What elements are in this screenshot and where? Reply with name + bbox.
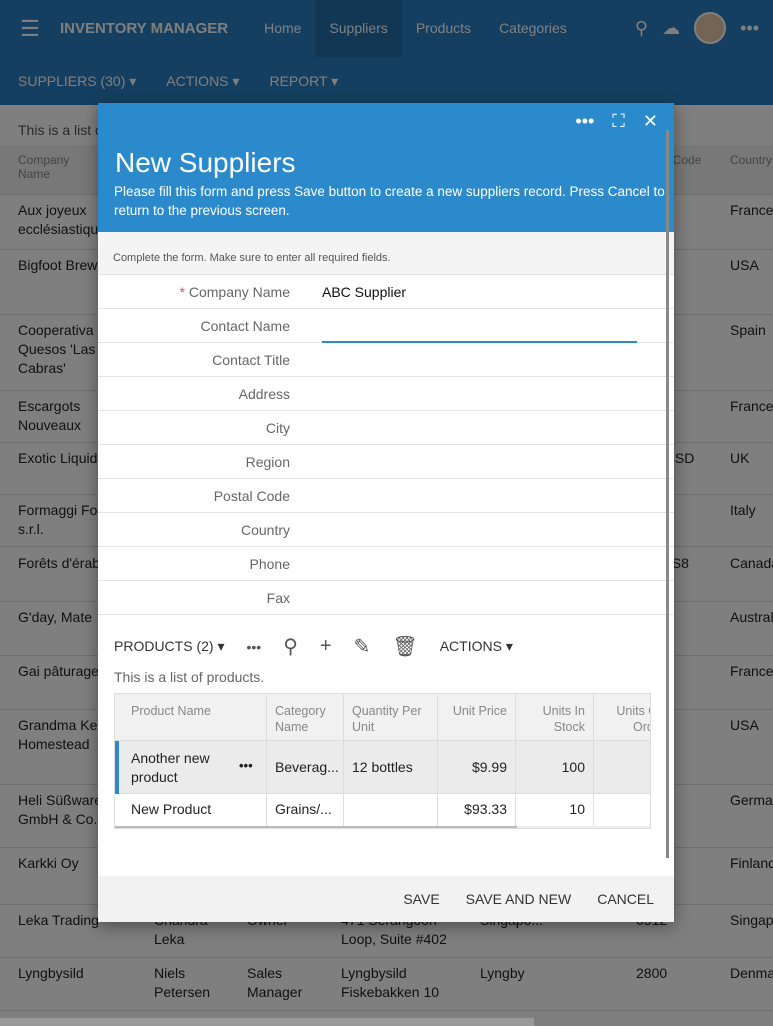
field-label: Postal Code: [214, 488, 290, 504]
focus-underline: [322, 341, 637, 343]
column-header[interactable]: Category Name: [267, 694, 344, 741]
grid-scrollbar[interactable]: [115, 826, 650, 828]
field-row: Fax: [98, 581, 674, 615]
more-icon[interactable]: •••: [575, 111, 595, 131]
save-button[interactable]: SAVE: [403, 891, 440, 907]
close-icon[interactable]: ✕: [642, 111, 658, 131]
more-icon[interactable]: •••: [246, 638, 262, 655]
search-icon[interactable]: ⚲: [283, 636, 298, 658]
field-label-text: Fax: [266, 590, 290, 606]
field-label: Contact Name: [201, 318, 290, 334]
products-actions-menu[interactable]: ACTIONS ▾: [439, 638, 513, 654]
field-row: Contact Name: [98, 309, 674, 343]
field-label: Country: [241, 522, 290, 538]
field-row: Address: [98, 377, 674, 411]
form-hint: Complete the form. Make sure to enter al…: [98, 232, 674, 275]
cell-qty[interactable]: [344, 794, 438, 826]
field-label-text: Region: [245, 454, 290, 470]
field-label-text: Phone: [249, 556, 290, 572]
required-marker: *: [179, 284, 189, 300]
products-toolbar: PRODUCTS (2) ▾ ••• ⚲ + ✎ 🗑 ACTIONS ▾: [114, 634, 513, 659]
cell-category[interactable]: Grains/...: [267, 794, 344, 826]
cell-order[interactable]: 2: [594, 741, 650, 794]
products-label: PRODUCTS (2): [114, 638, 214, 654]
field-label: Contact Title: [212, 352, 290, 368]
cell-order[interactable]: [594, 794, 650, 826]
column-header[interactable]: Unit Price: [438, 694, 516, 741]
field-row: Region: [98, 445, 674, 479]
dialog-scrollbar[interactable]: [666, 130, 669, 858]
field-input[interactable]: ABC Supplier: [322, 284, 407, 300]
field-label: Phone: [250, 556, 290, 572]
column-header[interactable]: Units On Order: [594, 694, 650, 741]
dialog-description: Please fill this form and press Save but…: [114, 184, 665, 218]
column-header[interactable]: Product Name: [115, 694, 267, 741]
field-row: * Company Name ABC Supplier: [98, 275, 674, 309]
field-row: Country: [98, 513, 674, 547]
field-label-text: Address: [238, 386, 290, 402]
fullscreen-icon[interactable]: ⛶: [612, 111, 625, 131]
field-row: Contact Title: [98, 343, 674, 377]
edit-icon[interactable]: ✎: [353, 636, 371, 658]
add-icon[interactable]: +: [319, 635, 332, 657]
products-menu[interactable]: PRODUCTS (2) ▾: [114, 638, 225, 654]
dialog-title: New Suppliers: [115, 147, 296, 178]
products-grid: Product Name Category Name Quantity Per Un…: [114, 693, 651, 829]
field-label-text: Contact Name: [200, 318, 290, 334]
field-row: City: [98, 411, 674, 445]
field-label-text: Postal Code: [213, 488, 290, 504]
cell-name[interactable]: Another new product: [115, 741, 267, 794]
field-label-text: Company Name: [188, 284, 290, 300]
delete-icon[interactable]: 🗑: [392, 636, 418, 658]
field-label: Address: [239, 386, 290, 402]
column-header[interactable]: Units In Stock: [516, 694, 594, 741]
save-and-new-button[interactable]: SAVE AND NEW: [465, 891, 572, 907]
field-label-text: Contact Title: [212, 352, 290, 368]
field-label: City: [266, 420, 290, 436]
selected-row-indicator: [115, 741, 119, 794]
page-scrollbar[interactable]: [0, 1018, 534, 1026]
field-label: Fax: [267, 590, 290, 606]
cell-price[interactable]: $93.33: [438, 794, 516, 826]
row-more-icon[interactable]: •••: [239, 758, 253, 773]
actions-label: ACTIONS: [439, 638, 502, 654]
products-description: This is a list of products.: [114, 669, 265, 685]
cancel-button[interactable]: CANCEL: [597, 891, 654, 907]
cell-category[interactable]: Beverag...: [267, 741, 344, 794]
cell-stock[interactable]: 100: [516, 741, 594, 794]
cell-price[interactable]: $9.99: [438, 741, 516, 794]
cell-stock[interactable]: 10: [516, 794, 594, 826]
new-supplier-dialog: ••• ⛶ ✕ New Suppliers Please fill this f…: [98, 103, 674, 922]
field-label-text: City: [265, 420, 290, 436]
field-label: Region: [246, 454, 290, 470]
field-label-text: Country: [240, 522, 290, 538]
cell-name[interactable]: New Product: [115, 794, 267, 826]
column-header[interactable]: Quantity Per Unit: [344, 694, 438, 741]
field-row: Phone: [98, 547, 674, 581]
field-row: Postal Code: [98, 479, 674, 513]
cell-qty[interactable]: 12 bottles: [344, 741, 438, 794]
field-label: * Company Name: [180, 284, 291, 300]
